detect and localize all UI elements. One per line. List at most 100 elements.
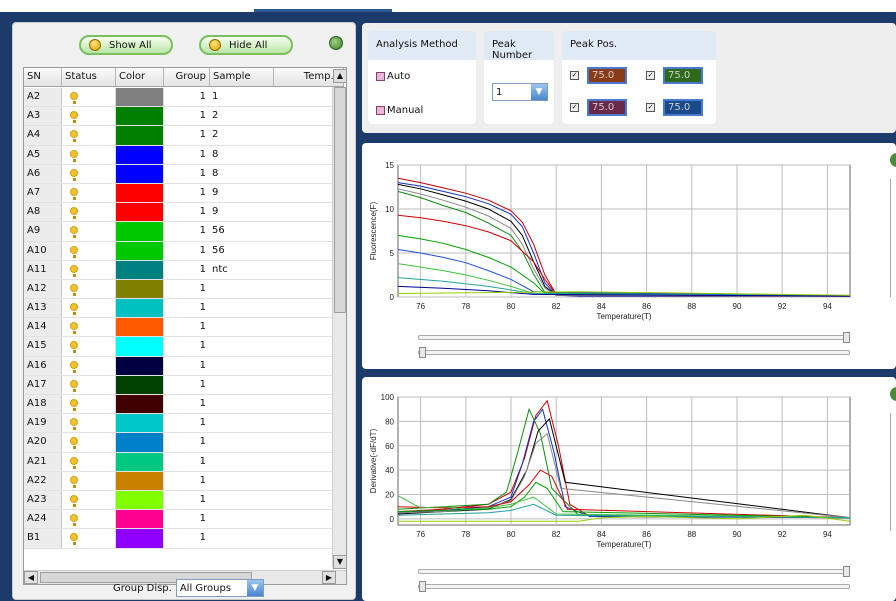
bulb-icon[interactable]	[70, 130, 78, 143]
color-swatch[interactable]	[116, 395, 164, 414]
status-cell[interactable]	[62, 279, 116, 299]
table-row[interactable]: A22 1	[24, 471, 344, 491]
expand-icon[interactable]	[890, 153, 896, 167]
status-cell[interactable]	[62, 452, 116, 471]
color-swatch[interactable]	[116, 183, 164, 203]
status-cell[interactable]	[62, 241, 116, 260]
x-range-slider-bottom[interactable]	[418, 581, 850, 592]
bulb-icon[interactable]	[70, 187, 78, 200]
bulb-icon[interactable]	[70, 418, 78, 431]
bulb-icon[interactable]	[70, 360, 78, 373]
bulb-icon[interactable]	[70, 379, 78, 392]
col-group[interactable]: Group	[164, 68, 210, 86]
slider-knob[interactable]	[843, 332, 850, 343]
peak-pos-field[interactable]: 75.0	[663, 67, 703, 84]
color-swatch[interactable]	[116, 279, 164, 299]
bulb-icon[interactable]	[70, 168, 78, 181]
chevron-down-icon[interactable]: ▼	[531, 84, 547, 100]
color-swatch[interactable]	[116, 88, 164, 107]
scroll-thumb[interactable]	[334, 87, 346, 313]
color-swatch[interactable]	[116, 490, 164, 510]
bulb-icon[interactable]	[70, 226, 78, 239]
bulb-icon[interactable]	[70, 494, 78, 507]
status-cell[interactable]	[62, 107, 116, 126]
status-cell[interactable]	[62, 375, 116, 394]
color-swatch[interactable]	[116, 337, 164, 356]
checkbox-icon[interactable]: ✓	[646, 103, 655, 112]
table-row[interactable]: A15 1	[24, 337, 344, 357]
slider-knob[interactable]	[419, 581, 426, 592]
table-row[interactable]: A16 1	[24, 356, 344, 376]
status-cell[interactable]	[62, 490, 116, 510]
table-row[interactable]: A20 1	[24, 433, 344, 453]
bulb-icon[interactable]	[70, 303, 78, 316]
status-cell[interactable]	[62, 203, 116, 222]
bulb-icon[interactable]	[70, 264, 78, 277]
bulb-icon[interactable]	[70, 341, 78, 354]
status-cell[interactable]	[62, 299, 116, 318]
status-cell[interactable]	[62, 414, 116, 433]
table-row[interactable]: A11 1 ntc	[24, 260, 344, 280]
color-swatch[interactable]	[116, 529, 164, 548]
show-all-button[interactable]: Show All	[79, 35, 173, 55]
manual-option[interactable]: Manual	[376, 105, 423, 116]
table-row[interactable]: A7 1 9	[24, 183, 344, 204]
scroll-left-icon[interactable]: ◀	[24, 571, 38, 584]
slider-knob[interactable]	[419, 347, 426, 358]
checkbox-icon[interactable]: ✓	[570, 71, 579, 80]
color-swatch[interactable]	[116, 414, 164, 433]
peak-pos-field[interactable]: 75.0	[587, 67, 627, 84]
bulb-icon[interactable]	[70, 399, 78, 411]
bulb-icon[interactable]	[70, 456, 78, 469]
color-swatch[interactable]	[116, 375, 164, 394]
vertical-zoom-slider[interactable]	[890, 179, 896, 297]
color-swatch[interactable]	[116, 145, 164, 164]
table-row[interactable]: A9 1 56	[24, 222, 344, 242]
slider-knob[interactable]	[843, 566, 850, 577]
bulb-icon[interactable]	[70, 149, 78, 162]
color-swatch[interactable]	[116, 260, 164, 279]
hscroll-thumb[interactable]	[40, 572, 252, 583]
col-sample[interactable]: Sample	[210, 68, 274, 86]
color-swatch[interactable]	[116, 356, 164, 375]
status-cell[interactable]	[62, 395, 116, 414]
checkbox-icon[interactable]	[376, 106, 385, 115]
bulb-icon[interactable]	[70, 514, 78, 527]
color-swatch[interactable]	[116, 107, 164, 126]
table-row[interactable]: A8 1 9	[24, 203, 344, 223]
color-swatch[interactable]	[116, 164, 164, 183]
color-swatch[interactable]	[116, 452, 164, 471]
status-cell[interactable]	[62, 183, 116, 203]
table-row[interactable]: A23 1	[24, 490, 344, 511]
x-range-slider-bottom[interactable]	[418, 347, 850, 358]
status-cell[interactable]	[62, 433, 116, 452]
table-row[interactable]: A5 1 8	[24, 145, 344, 165]
color-swatch[interactable]	[116, 433, 164, 452]
col-color[interactable]: Color	[116, 68, 164, 86]
status-cell[interactable]	[62, 337, 116, 356]
color-swatch[interactable]	[116, 510, 164, 529]
bulb-icon[interactable]	[70, 111, 78, 124]
status-cell[interactable]	[62, 529, 116, 548]
checkbox-icon[interactable]	[376, 72, 385, 81]
status-cell[interactable]	[62, 126, 116, 145]
table-row[interactable]: A3 1 2	[24, 107, 344, 127]
scroll-down-icon[interactable]: ▼	[333, 555, 346, 569]
bulb-icon[interactable]	[70, 533, 78, 546]
table-row[interactable]: A6 1 8	[24, 164, 344, 184]
checkbox-icon[interactable]: ✓	[570, 103, 579, 112]
bulb-icon[interactable]	[70, 245, 78, 258]
refresh-icon[interactable]	[329, 36, 343, 50]
color-swatch[interactable]	[116, 126, 164, 145]
status-cell[interactable]	[62, 471, 116, 490]
table-row[interactable]: A19 1	[24, 414, 344, 434]
table-row[interactable]: A13 1	[24, 299, 344, 319]
peak-pos-field[interactable]: 75.0	[663, 99, 703, 116]
auto-option[interactable]: Auto	[376, 71, 410, 82]
status-cell[interactable]	[62, 145, 116, 164]
color-swatch[interactable]	[116, 299, 164, 318]
status-cell[interactable]	[62, 222, 116, 241]
color-swatch[interactable]	[116, 241, 164, 260]
